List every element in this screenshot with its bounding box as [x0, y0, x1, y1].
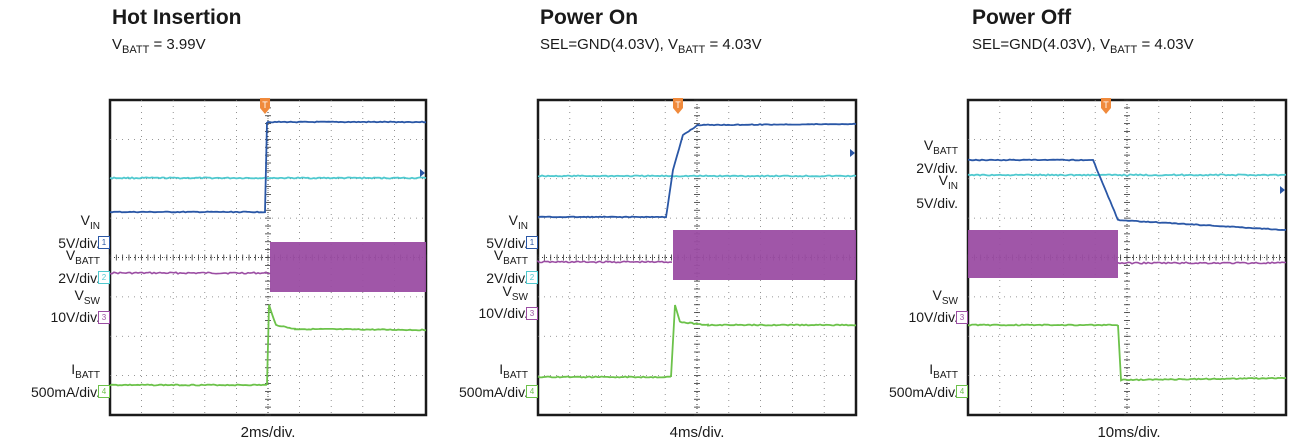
channel-label-vbatt: VBATT 2V/div.	[916, 137, 958, 176]
trigger-marker	[260, 98, 270, 114]
level-marker	[850, 149, 855, 157]
channel-marker-3: 3	[956, 310, 968, 324]
panel-title: Power On	[540, 6, 639, 29]
channel-label-ibatt: IBATT 500mA/div.	[889, 361, 958, 401]
panel-title: Power Off	[972, 6, 1072, 29]
x-axis-scale: 2ms/div.	[240, 424, 296, 441]
signal-trace	[537, 174, 857, 178]
trigger-marker	[1101, 98, 1111, 114]
signal-trace	[109, 176, 427, 180]
trigger-marker	[673, 98, 683, 114]
vsw-burst	[968, 230, 1118, 278]
channel-marker-4: 4	[526, 385, 538, 399]
channel-label-vin: VIN 5V/div.	[58, 211, 100, 251]
channel-label-vin: VIN 5V/div.	[916, 172, 958, 212]
trigger-marker-label: T	[1103, 100, 1109, 110]
channel-marker-1: 1	[98, 235, 110, 249]
signal-trace	[967, 323, 1287, 382]
channel-label-vbatt: VBATT 2V/div.	[58, 247, 100, 287]
channel-label-vsw: VSW 10V/div.	[50, 286, 100, 326]
oscilloscope-plot: T	[966, 98, 1288, 417]
channel-label-ibatt: IBATT 500mA/div.	[459, 361, 528, 401]
channel-marker-3: 3	[98, 310, 110, 324]
panel-subtitle: VBATT = 3.99V	[112, 36, 206, 56]
channel-marker-4: 4	[98, 385, 110, 399]
scope-panel-power-off: Power Off SEL=GND(4.03V), VBATT = 4.03V …	[860, 0, 1290, 447]
channel-label-vsw: VSW 10V/div.	[908, 286, 958, 326]
vsw-burst	[673, 230, 856, 280]
signal-trace	[537, 304, 857, 379]
vsw-trace	[537, 260, 673, 264]
channel-marker-2: 2	[98, 271, 110, 285]
channel-marker-1: 1	[526, 235, 538, 249]
channel-label-ibatt: IBATT 500mA/div.	[31, 361, 100, 401]
scope-panel-hot-insertion: Hot Insertion VBATT = 3.99V T VIN 5V/div.…	[0, 0, 430, 447]
signal-trace	[537, 122, 857, 219]
signal-trace	[109, 304, 427, 387]
channel-marker-4: 4	[956, 385, 968, 399]
panel-subtitle: SEL=GND(4.03V), VBATT = 4.03V	[540, 36, 762, 56]
signal-trace	[109, 120, 427, 214]
channel-label-vin: VIN 5V/div.	[486, 211, 528, 251]
x-axis-scale: 4ms/div.	[669, 424, 725, 441]
panel-subtitle: SEL=GND(4.03V), VBATT = 4.03V	[972, 36, 1194, 56]
oscilloscope-plot: T	[108, 98, 428, 417]
vsw-trace	[109, 271, 271, 275]
channel-label-vbatt: VBATT 2V/div.	[486, 247, 528, 287]
scope-panel-power-on: Power On SEL=GND(4.03V), VBATT = 4.03V T…	[430, 0, 860, 447]
channel-marker-3: 3	[526, 306, 538, 320]
trigger-marker-label: T	[675, 100, 681, 110]
signal-trace	[967, 158, 1287, 231]
level-marker	[1280, 186, 1285, 194]
signal-trace	[967, 173, 1287, 177]
trigger-marker-label: T	[262, 100, 268, 110]
vsw-trace	[1117, 261, 1287, 265]
vsw-burst	[270, 242, 426, 292]
channel-label-vsw: VSW 10V/div.	[478, 282, 528, 322]
level-marker	[420, 169, 425, 177]
oscilloscope-plot: T	[536, 98, 858, 417]
x-axis-scale: 10ms/div.	[1097, 424, 1161, 441]
channel-marker-2: 2	[526, 271, 538, 285]
panel-title: Hot Insertion	[112, 6, 242, 29]
